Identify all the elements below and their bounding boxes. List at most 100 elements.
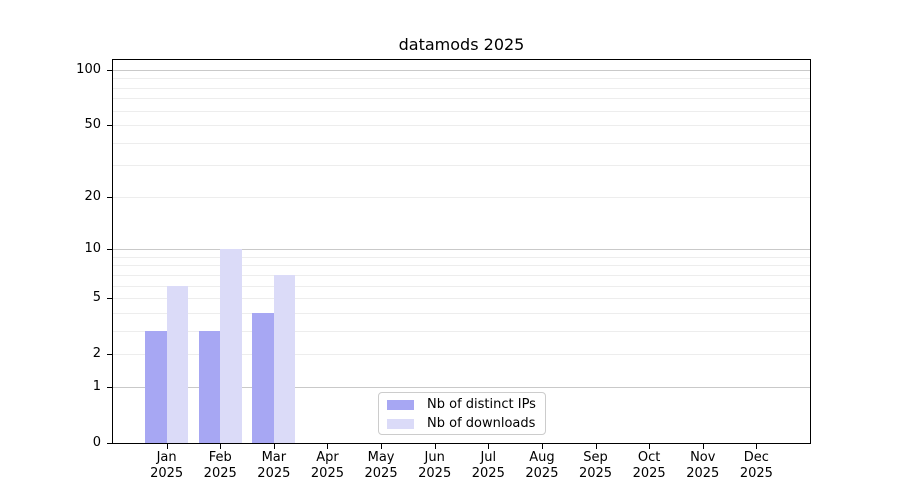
y-tick-mark-2 [107,354,113,356]
gridline-major-100 [113,69,810,71]
y-tick-mark-1 [107,386,113,388]
x-year-label-jan: 2025 [150,466,184,481]
bars-layer [113,60,810,443]
x-tick-label-jun: Jun 2025 [395,450,475,482]
x-year-label-aug: 2025 [525,466,559,481]
x-month-label-nov: Nov [690,450,716,465]
gridline-minor-30 [113,165,810,167]
x-tick-mark-aug [541,444,543,449]
y-tick-label-10: 10 [84,241,101,257]
y-tick-label-0: 0 [92,435,101,450]
x-tick-label-dec: Dec 2025 [716,450,796,482]
x-tick-label-may: May 2025 [341,450,421,482]
x-tick-mark-jun [434,444,436,449]
gridline-minor-7 [113,274,810,276]
gridline-minor-3 [113,330,810,332]
gridline-minor-5 [113,298,810,300]
plot-area [112,59,811,444]
x-year-label-jul: 2025 [471,466,505,481]
gridline-minor-40 [113,142,810,144]
y-tick-label-2: 2 [92,346,101,362]
x-tick-mark-dec [756,444,758,449]
y-tick-mark-100 [107,69,113,71]
x-month-label-jul: Jul [480,450,497,465]
x-year-label-jun: 2025 [418,466,452,481]
y-tick-mark-20 [107,196,113,198]
x-month-label-aug: Aug [529,450,555,465]
x-month-label-feb: Feb [208,450,232,465]
x-tick-label-nov: Nov 2025 [663,450,743,482]
legend-item-downloads: Nb of downloads [379,415,545,433]
x-year-label-apr: 2025 [310,466,344,481]
gridline-minor-20 [113,196,810,198]
bar-nb-of-downloads-mar [273,274,296,443]
legend-label-distinct-ips: Nb of distinct IPs [427,397,536,412]
y-tick-mark-50 [107,125,113,127]
x-tick-mark-apr [327,444,329,449]
bar-nb-of-distinct-ips-mar [252,312,274,443]
x-month-label-may: May [367,450,395,465]
x-month-label-apr: Apr [316,450,339,465]
legend-swatch-downloads [387,419,414,429]
y-tick-label-1: 1 [92,378,101,394]
bar-nb-of-distinct-ips-feb [198,330,221,443]
gridline-minor-9 [113,256,810,258]
x-tick-label-jan: Jan 2025 [127,450,207,482]
bar-nb-of-downloads-jan [166,285,189,443]
y-tick-label-50: 50 [84,117,101,133]
gridline-minor-2 [113,354,810,356]
gridline-minor-70 [113,98,810,100]
y-tick-mark-10 [107,249,113,251]
gridline-minor-80 [113,87,810,89]
x-year-label-oct: 2025 [632,466,666,481]
gridline-minor-90 [113,78,810,80]
legend-swatch-distinct-ips [387,400,414,410]
y-tick-label-5: 5 [92,290,101,306]
gridline-minor-4 [113,312,810,314]
x-tick-label-sep: Sep 2025 [556,450,636,482]
legend-item-distinct-ips: Nb of distinct IPs [379,396,545,414]
x-tick-label-aug: Aug 2025 [502,450,582,482]
x-tick-mark-mar [273,444,275,449]
gridline-minor-50 [113,125,810,127]
x-year-label-sep: 2025 [578,466,613,481]
x-tick-label-apr: Apr 2025 [287,450,367,482]
legend-label-downloads: Nb of downloads [427,416,536,431]
x-tick-label-jul: Jul 2025 [448,450,528,482]
bar-nb-of-downloads-feb [220,249,242,443]
x-month-label-dec: Dec [743,450,769,465]
x-tick-label-feb: Feb 2025 [180,450,260,482]
gridline-major-1 [113,386,810,388]
gridlines-layer [113,60,810,443]
y-tick-label-100: 100 [76,61,101,77]
x-tick-mark-oct [649,444,651,449]
x-year-label-mar: 2025 [257,466,291,481]
x-year-label-feb: 2025 [203,466,237,481]
x-tick-mark-nov [702,444,704,449]
x-tick-mark-sep [595,444,597,449]
legend: Nb of distinct IPs Nb of downloads [378,392,546,435]
x-month-label-sep: Sep [583,450,608,465]
x-tick-label-mar: Mar 2025 [234,450,314,482]
x-tick-mark-may [381,444,383,449]
chart-title: datamods 2025 [398,35,525,54]
x-year-label-may: 2025 [364,466,398,481]
y-tick-label-20: 20 [84,188,101,204]
bar-nb-of-distinct-ips-jan [145,330,167,443]
y-tick-mark-0 [107,443,113,444]
x-tick-mark-feb [220,444,222,449]
gridline-minor-6 [113,285,810,287]
x-tick-label-oct: Oct 2025 [609,450,689,482]
x-month-label-jan: Jan [156,450,177,465]
gridline-major-10 [113,249,810,251]
gridline-minor-8 [113,265,810,267]
x-tick-mark-jan [166,444,168,449]
x-tick-mark-jul [488,444,490,449]
x-month-label-oct: Oct [637,450,661,465]
x-month-label-mar: Mar [261,450,287,465]
y-tick-mark-5 [107,298,113,300]
x-month-label-jun: Jun [424,450,445,465]
x-year-label-dec: 2025 [739,466,773,481]
x-year-label-nov: 2025 [686,466,720,481]
